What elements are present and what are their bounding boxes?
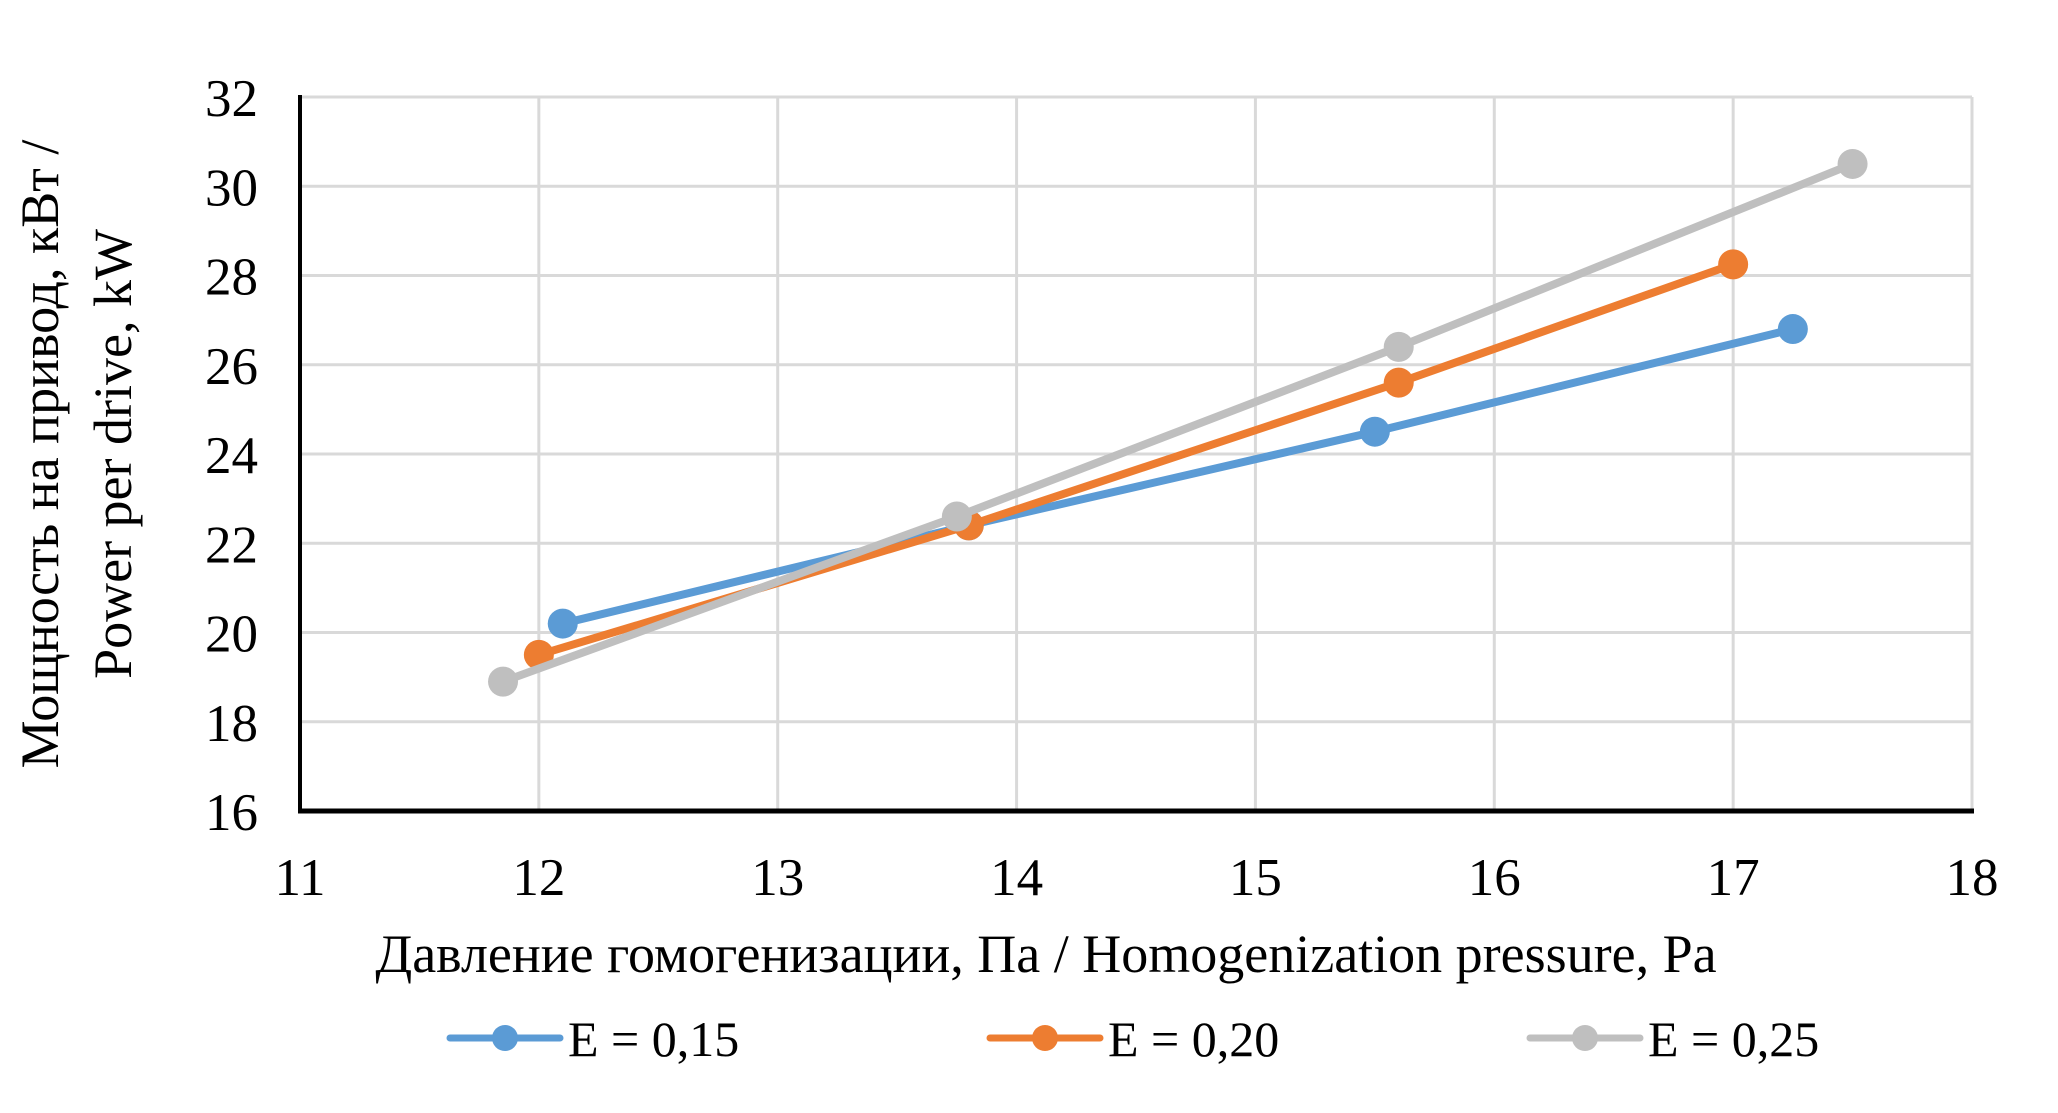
data-point-marker-series-0 <box>1777 314 1808 345</box>
y-axis-tick-label: 18 <box>205 695 258 753</box>
x-axis-tick-label: 13 <box>751 849 804 907</box>
y-axis-tick-label: 28 <box>205 249 258 307</box>
data-point-marker-series-0 <box>1359 416 1390 447</box>
y-axis-tick-label: 30 <box>205 159 258 217</box>
x-axis-tick-label: 11 <box>274 849 325 907</box>
y-axis-tick-label: 26 <box>205 338 258 396</box>
y-axis-tick-label: 32 <box>205 70 258 128</box>
x-axis-tick-label: 17 <box>1707 849 1760 907</box>
legend-marker-swatch-2 <box>1572 1025 1598 1051</box>
x-axis-tick-label: 15 <box>1229 849 1282 907</box>
data-point-marker-series-0 <box>547 608 578 639</box>
y-axis-tick-label: 24 <box>205 427 258 485</box>
x-axis-tick-label: 14 <box>990 849 1043 907</box>
y-axis-title-line-1: Мощность на привод, кВт / <box>10 140 70 769</box>
legend-label-2: E = 0,25 <box>1648 1011 1819 1067</box>
data-point-marker-series-2 <box>941 501 972 532</box>
series-line-2 <box>499 159 1857 686</box>
legend-label-1: E = 0,20 <box>1108 1011 1279 1067</box>
legend-marker-swatch-0 <box>492 1025 518 1051</box>
x-axis-tick-label: 12 <box>512 849 565 907</box>
x-axis-tick-label: 16 <box>1468 849 1521 907</box>
y-axis-tick-label: 22 <box>205 516 258 574</box>
data-point-marker-series-2 <box>1837 148 1868 179</box>
data-point-marker-series-1 <box>1718 249 1749 280</box>
series-line-1 <box>534 260 1738 659</box>
x-axis-title: Давление гомогенизации, Па / Homogenizat… <box>375 924 1716 984</box>
x-axis-tick-label: 18 <box>1946 849 1999 907</box>
y-axis-tick-label: 20 <box>205 606 258 664</box>
legend-label-0: E = 0,15 <box>568 1011 739 1067</box>
y-axis-title-line-2: Power per drive, kW <box>83 229 143 679</box>
legend-marker-swatch-1 <box>1032 1025 1058 1051</box>
data-point-marker-series-2 <box>488 666 519 697</box>
data-point-marker-series-2 <box>1383 331 1414 362</box>
series-line-0 <box>558 325 1797 628</box>
data-point-marker-series-1 <box>1383 367 1414 398</box>
y-axis-tick-label: 16 <box>205 784 258 842</box>
